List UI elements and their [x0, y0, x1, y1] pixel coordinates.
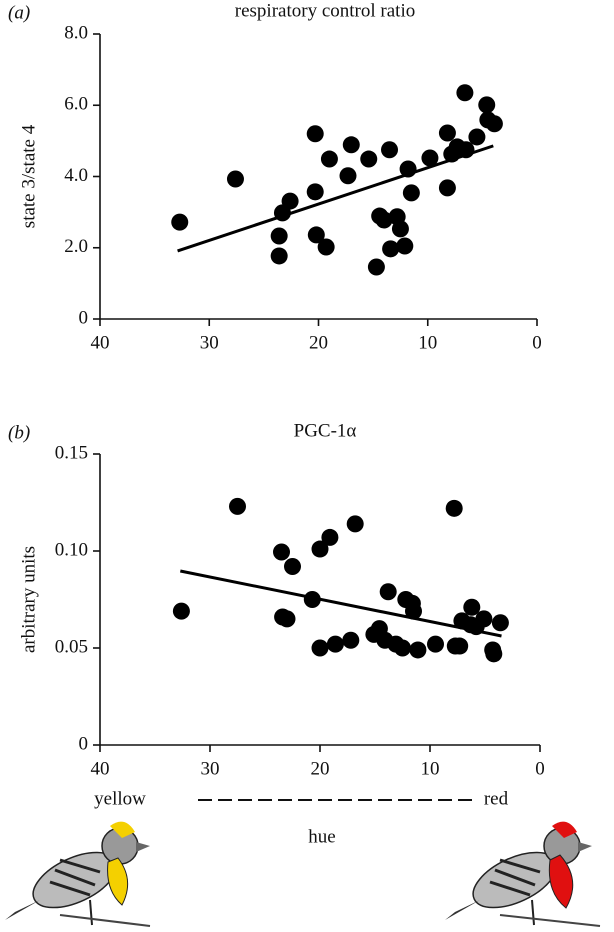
point: [317, 238, 335, 256]
y-axis-label: arbitrary units: [18, 546, 39, 653]
x-tick-label: 10: [421, 758, 440, 779]
y-axis-label: state 3/state 4: [18, 124, 39, 228]
point: [326, 635, 344, 653]
point: [339, 167, 357, 185]
point: [367, 258, 385, 276]
point: [320, 150, 338, 168]
x-tick-label: 40: [91, 332, 110, 353]
point: [273, 543, 290, 561]
point: [270, 247, 288, 265]
y-tick-label: 0: [79, 307, 89, 328]
point: [311, 540, 329, 558]
point: [394, 639, 411, 657]
chart-title: respiratory control ratio: [235, 0, 415, 21]
point: [342, 136, 360, 154]
point: [303, 591, 321, 608]
point: [226, 170, 244, 188]
point: [475, 610, 493, 628]
point: [381, 141, 399, 159]
point: [391, 220, 409, 238]
point: [270, 227, 288, 245]
x-tick-label: 40: [91, 758, 110, 779]
x-tick-label: 10: [418, 332, 437, 353]
y-tick-label: 8.0: [64, 22, 88, 43]
y-tick-label: 4.0: [64, 165, 88, 186]
point: [278, 610, 296, 628]
chart-title: PGC-1α: [294, 420, 357, 441]
point: [402, 184, 420, 202]
point: [456, 84, 474, 102]
point: [396, 237, 414, 255]
point: [421, 149, 439, 167]
point: [427, 635, 444, 653]
y-tick-label: 0.10: [55, 539, 88, 560]
point: [468, 128, 486, 146]
point: [409, 641, 427, 659]
point: [342, 631, 360, 649]
point: [445, 499, 463, 517]
point: [485, 115, 503, 133]
point: [281, 192, 299, 210]
point: [284, 558, 301, 576]
x-tick-label: 20: [311, 758, 330, 779]
x-tick-label: 0: [535, 758, 545, 779]
y-tick-label: 6.0: [64, 94, 88, 115]
x-tick-label: 30: [201, 758, 220, 779]
point: [375, 211, 393, 229]
fit-line: [177, 144, 494, 253]
hue-axis-label: hue: [308, 826, 335, 847]
point: [360, 150, 378, 168]
point: [485, 645, 503, 663]
point: [382, 240, 400, 258]
point: [346, 515, 364, 533]
point: [438, 124, 456, 142]
point: [463, 598, 481, 616]
hue-right-label: red: [484, 788, 509, 809]
point: [171, 213, 189, 231]
point: [311, 639, 329, 657]
point: [306, 183, 324, 201]
yellow-bird: [5, 821, 151, 927]
point: [379, 583, 397, 601]
point: [405, 602, 422, 620]
y-tick-label: 0.05: [55, 636, 88, 657]
point: [451, 637, 469, 655]
fit-line: [180, 569, 502, 638]
y-tick-label: 0.15: [55, 442, 88, 463]
x-tick-label: 20: [309, 332, 328, 353]
point: [478, 96, 496, 114]
panel-label: (b): [8, 422, 30, 443]
panel-label: (a): [8, 2, 30, 23]
point: [321, 528, 339, 546]
red-bird: [445, 821, 601, 927]
hue-left-label: yellow: [94, 788, 146, 809]
x-tick-label: 0: [532, 332, 542, 353]
point: [306, 125, 324, 143]
y-tick-label: 0: [79, 733, 89, 754]
point: [491, 614, 509, 632]
y-tick-label: 2.0: [64, 236, 88, 257]
point: [172, 602, 190, 620]
x-tick-label: 30: [200, 332, 219, 353]
point: [229, 497, 246, 515]
point: [438, 179, 456, 197]
point: [307, 226, 325, 244]
